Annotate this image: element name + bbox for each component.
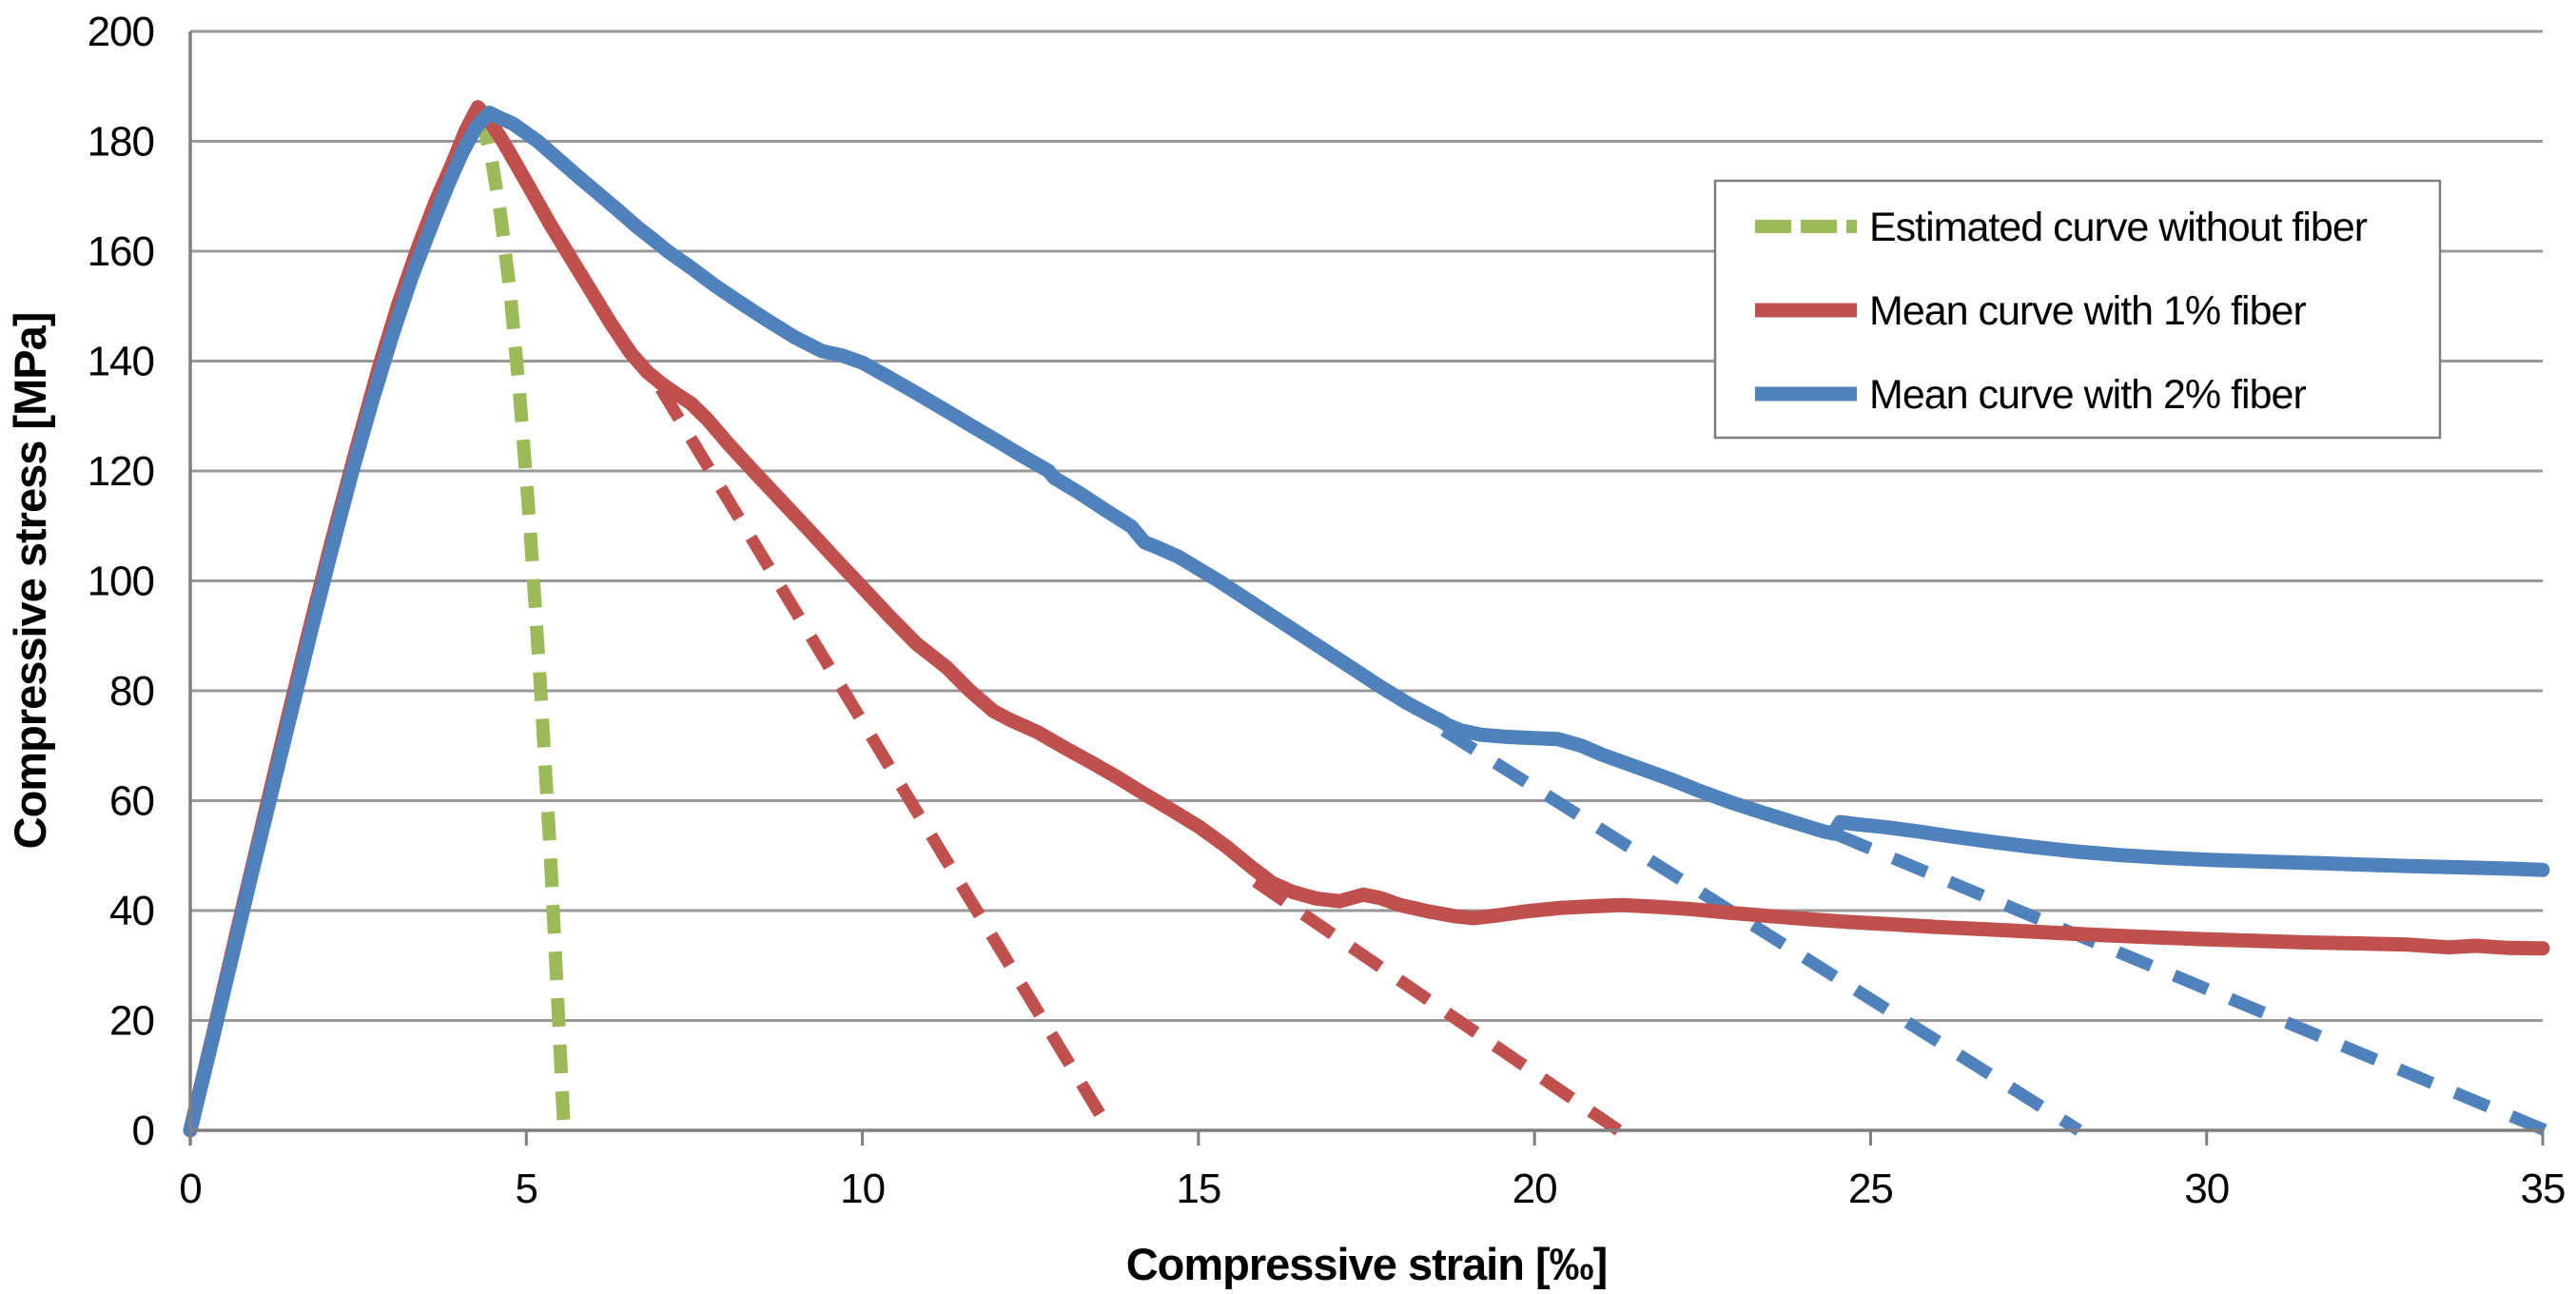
axis-titles: Compressive stress [MPa] Compressive stra… [5, 313, 1608, 1289]
x-tick-label: 25 [1848, 1166, 1893, 1212]
y-tick-label: 160 [88, 228, 154, 275]
data-series [183, 100, 2550, 1138]
y-tick-label: 80 [109, 668, 154, 715]
x-tick-label: 15 [1176, 1166, 1220, 1212]
y-tick-label: 200 [88, 9, 154, 55]
series-blue_dashed_1-line [1440, 725, 2082, 1136]
y-tick-label: 120 [88, 448, 154, 495]
axes [188, 31, 2545, 1146]
y-tick-label: 140 [88, 339, 154, 385]
series-red_dashed_1-line [655, 385, 1116, 1134]
legend-label-1: Mean curve with 1% fiber [1869, 288, 2306, 334]
series-blue_solid-line [183, 106, 2550, 1138]
x-tick-label: 10 [840, 1166, 885, 1212]
x-tick-label: 30 [2184, 1166, 2229, 1212]
series-red_dashed_2-line [1252, 876, 1623, 1136]
x-axis-title: Compressive strain [‰] [1126, 1239, 1608, 1289]
y-tick-label: 100 [88, 559, 154, 605]
x-tick-label: 5 [516, 1166, 537, 1212]
series-green_dashed-line [475, 114, 571, 1131]
tick-labels: 0 20 40 60 80 100 120 140 160 180 200 0 5 10 15 20 25 30 3… [88, 9, 2566, 1212]
legend-label-0: Estimated curve without fiber [1869, 205, 2368, 250]
y-tick-label: 20 [109, 998, 154, 1045]
y-tick-label: 40 [109, 888, 154, 934]
y-tick-label: 60 [109, 778, 154, 825]
gridlines [190, 29, 2543, 1022]
x-tick-label: 35 [2521, 1166, 2566, 1212]
series-blue_dashed_2-line [1834, 829, 2548, 1136]
x-tick-label: 20 [1512, 1166, 1557, 1212]
legend-label-2: Mean curve with 2% fiber [1869, 372, 2306, 418]
y-tick-label: 0 [132, 1108, 154, 1154]
y-tick-label: 180 [88, 119, 154, 166]
legend: Estimated curve without fiber Mean curve … [1713, 179, 2442, 440]
series-red_solid-line [183, 100, 2550, 1138]
x-tick-label: 0 [179, 1166, 201, 1212]
y-axis-title: Compressive stress [MPa] [5, 313, 55, 850]
